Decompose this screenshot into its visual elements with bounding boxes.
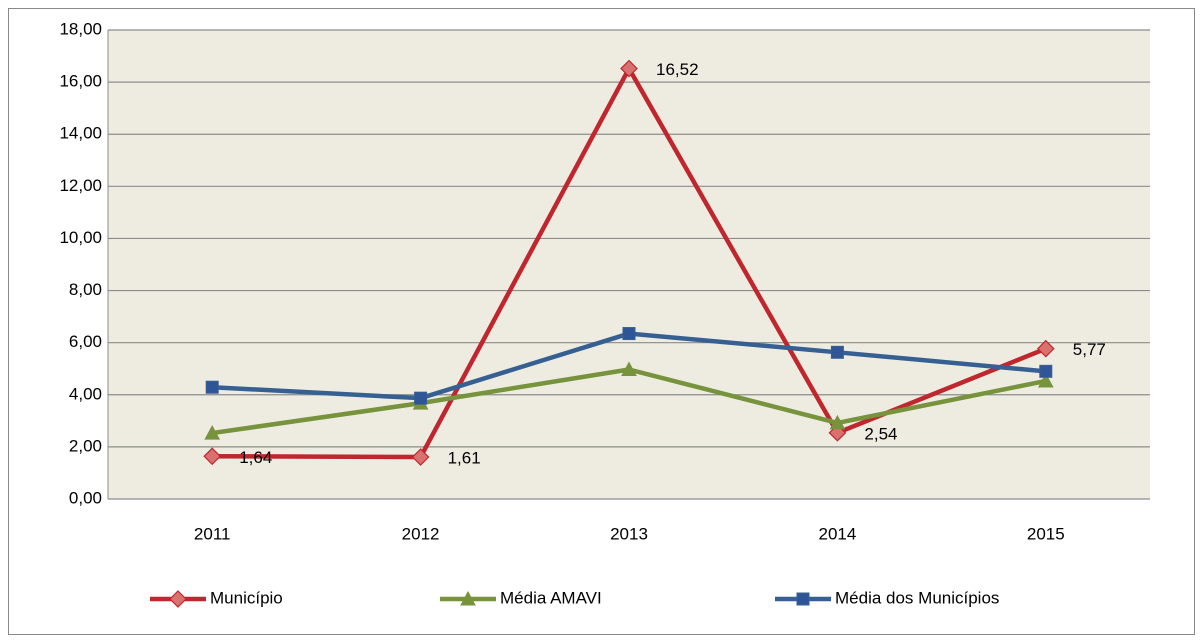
y-tick-label: 6,00: [69, 332, 102, 351]
x-tick-label: 2015: [1027, 524, 1065, 543]
legend-label: Município: [210, 588, 283, 607]
data-point: [622, 327, 636, 341]
data-point: [414, 391, 428, 405]
y-tick-label: 12,00: [59, 176, 102, 195]
data-point: [204, 425, 221, 440]
y-tick-label: 0,00: [69, 488, 102, 507]
y-tick-label: 2,00: [69, 436, 102, 455]
data-point: [620, 59, 638, 78]
data-label: 2,54: [864, 424, 897, 443]
y-tick-label: 16,00: [59, 72, 102, 91]
y-tick-label: 8,00: [69, 280, 102, 299]
data-point: [203, 447, 222, 466]
data-point: [205, 380, 219, 394]
data-point: [621, 361, 637, 377]
data-point: [411, 448, 430, 466]
legend-marker: [796, 592, 810, 606]
x-tick-label: 2013: [610, 524, 648, 543]
data-point: [830, 345, 844, 359]
x-tick-label: 2014: [818, 524, 856, 543]
y-tick-label: 4,00: [69, 384, 102, 403]
data-point: [1036, 339, 1055, 358]
data-label: 1,61: [448, 449, 481, 468]
data-label: 16,52: [656, 60, 699, 79]
data-label: 5,77: [1073, 340, 1106, 359]
data-point: [1037, 372, 1054, 388]
plot-area: [108, 30, 1150, 499]
legend-marker: [169, 590, 187, 608]
data-label: 1,64: [239, 448, 272, 467]
y-tick-label: 10,00: [59, 228, 102, 247]
y-tick-label: 14,00: [59, 124, 102, 143]
data-point: [1039, 364, 1053, 378]
y-tick-label: 18,00: [59, 19, 102, 38]
legend-label: Média dos Municípios: [835, 588, 999, 607]
legend-label: Média AMAVI: [500, 588, 602, 607]
legend-marker: [460, 590, 476, 606]
x-tick-label: 2012: [402, 524, 440, 543]
data-point: [829, 414, 846, 430]
x-tick-label: 2011: [194, 524, 231, 543]
